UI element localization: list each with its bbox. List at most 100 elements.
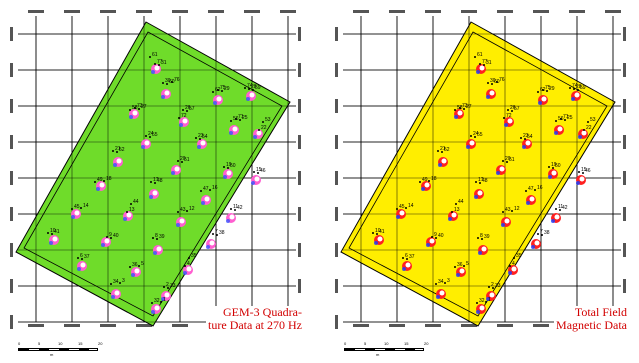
anomaly-dipole <box>508 271 512 275</box>
anomaly-dipole <box>71 215 75 219</box>
anomaly-dipole <box>476 310 480 314</box>
target-marker <box>129 266 131 268</box>
target-marker <box>154 182 156 184</box>
target-label: 48 <box>157 178 163 184</box>
target-marker <box>230 120 232 122</box>
anomaly-core <box>529 196 535 202</box>
anomaly-core <box>226 170 232 176</box>
anomaly <box>554 125 564 135</box>
coordinate-tick-label <box>28 324 44 327</box>
target-label: 33 <box>495 283 501 289</box>
anomaly-core <box>156 246 162 252</box>
target-label: 10 <box>375 228 381 234</box>
anomaly-dipole <box>571 97 575 101</box>
target-marker <box>156 238 158 240</box>
scale-tick-label: 20 <box>98 341 103 346</box>
scale-tick-label: 5 <box>38 341 41 346</box>
gem3-map-caption: GEM-3 Quadra- ture Data at 270 Hz <box>206 306 304 332</box>
target-marker <box>152 237 154 239</box>
anomaly-dipole <box>246 97 250 101</box>
anomaly-dipole <box>176 223 180 227</box>
target-label: 76 <box>174 77 180 83</box>
target-label: 54 <box>527 134 533 140</box>
target-label: 35 <box>516 253 522 259</box>
target-marker <box>223 166 225 168</box>
target-marker <box>402 257 404 259</box>
target-label: 76 <box>499 77 505 83</box>
anomaly <box>526 195 536 205</box>
coordinate-tick-label <box>208 10 224 13</box>
target-marker <box>451 211 453 213</box>
anomaly-core <box>469 140 475 146</box>
anomaly-core <box>504 218 510 224</box>
anomaly-dipole <box>123 217 127 221</box>
target-marker <box>119 282 121 284</box>
coordinate-tick-label <box>497 10 513 13</box>
target-label: 23 <box>198 133 204 139</box>
anomaly <box>456 267 466 277</box>
target-marker <box>186 110 188 112</box>
target-marker <box>252 89 254 91</box>
anomaly <box>151 304 161 314</box>
target-label: 9 <box>434 232 437 238</box>
anomaly-core <box>164 90 170 96</box>
target-marker <box>150 181 152 183</box>
target-marker <box>110 237 112 239</box>
target-label: 51 <box>509 157 515 163</box>
target-label: 75 <box>220 85 226 91</box>
coordinate-tick-label <box>136 10 152 13</box>
anomaly <box>113 157 123 167</box>
target-marker <box>177 211 179 213</box>
coordinate-tick-label <box>136 324 152 327</box>
target-marker <box>81 258 83 260</box>
gem3-quadrature-map: 6160625958575655545352515049484746454443… <box>6 4 306 334</box>
target-label: 12 <box>514 206 520 212</box>
coordinate-tick-label <box>10 315 13 329</box>
anomaly-core <box>479 305 485 311</box>
coordinate-tick-label <box>64 324 80 327</box>
target-label: 13 <box>129 207 135 213</box>
target-label: 4 <box>512 261 515 267</box>
target-label: 33 <box>170 283 176 289</box>
target-label: 16 <box>212 185 218 191</box>
anomaly <box>478 245 488 255</box>
coordinate-tick-label <box>298 63 301 77</box>
target-marker <box>178 117 180 119</box>
target-marker <box>454 266 456 268</box>
target-label: 8 <box>480 233 483 239</box>
anomaly-core <box>507 118 513 124</box>
target-label: 77 <box>157 59 163 65</box>
anomaly-core <box>144 140 150 146</box>
anomaly-dipole <box>538 101 542 105</box>
anomaly <box>183 265 193 275</box>
scale-bar-right: 0 5 10 15 20 m <box>340 340 430 360</box>
coordinate-tick-label <box>623 279 626 293</box>
target-marker <box>406 258 408 260</box>
anomaly-core <box>174 166 180 172</box>
coordinate-tick-label <box>389 324 405 327</box>
anomaly-dipole <box>113 163 117 167</box>
target-label: 43 <box>180 207 186 213</box>
scale-tick-label: 0 <box>18 341 21 346</box>
target-marker <box>129 109 131 111</box>
coordinate-tick-label <box>623 243 626 257</box>
anomaly-dipole <box>223 175 227 179</box>
target-marker <box>435 283 437 285</box>
anomaly-dipole <box>101 243 105 247</box>
target-label: 2 <box>491 282 494 288</box>
anomaly <box>49 235 59 245</box>
target-marker <box>216 234 218 236</box>
target-marker <box>502 211 504 213</box>
target-label: 17 <box>153 177 159 183</box>
target-marker <box>541 234 543 236</box>
target-label: 14 <box>408 203 414 209</box>
anomaly <box>551 213 561 223</box>
scale-bar-left: 0 5 10 15 20 m <box>14 340 104 360</box>
scale-bar-ticks: 0 5 10 15 20 <box>340 340 430 348</box>
target-label: 72 <box>506 113 512 119</box>
coordinate-tick-label <box>623 207 626 221</box>
target-label: 51 <box>184 157 190 163</box>
anomaly-core <box>551 170 557 176</box>
target-marker <box>405 207 407 209</box>
anomaly-core <box>439 290 445 296</box>
